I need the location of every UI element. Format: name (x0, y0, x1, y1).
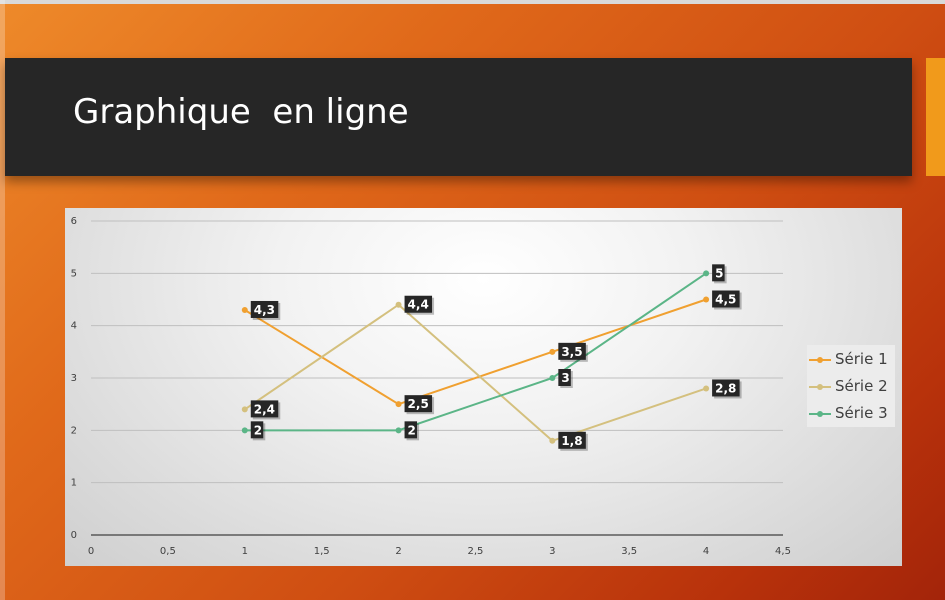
data-label: 4,3 (254, 303, 275, 317)
data-label: 2 (408, 423, 416, 437)
accent-block (926, 58, 945, 176)
data-point[interactable] (549, 375, 556, 381)
legend-label-serie-1: Série 1 (835, 350, 888, 368)
y-tick-label: 3 (71, 373, 77, 384)
x-tick-label: 2 (395, 546, 401, 557)
data-label: 5 (715, 266, 723, 280)
data-label-box (250, 300, 279, 318)
x-tick-label: 3,5 (621, 546, 637, 557)
data-label: 1,8 (561, 434, 582, 448)
y-tick-label: 4 (71, 321, 77, 332)
data-label-box (404, 421, 418, 439)
data-label-box (712, 290, 740, 308)
data-label: 3,5 (561, 345, 582, 359)
data-label: 3 (561, 371, 569, 385)
data-label: 2,4 (254, 402, 275, 416)
x-tick-label: 4,5 (775, 546, 791, 557)
x-tick-label: 1 (242, 546, 248, 557)
data-label: 2,8 (715, 381, 736, 395)
data-label-box (558, 342, 586, 360)
x-tick-label: 0,5 (160, 546, 176, 557)
data-point[interactable] (395, 301, 402, 308)
data-point[interactable] (703, 385, 710, 392)
data-label-box (712, 264, 725, 282)
y-tick-label: 6 (71, 216, 77, 227)
data-label-box (558, 431, 586, 449)
y-tick-label: 2 (71, 425, 77, 436)
data-point[interactable] (241, 406, 248, 413)
legend-marker-serie-1 (817, 357, 823, 363)
legend-item-serie-3[interactable]: Série 3 (809, 403, 895, 425)
title-bar: Graphique en ligne (5, 58, 912, 176)
x-tick-label: 3 (549, 546, 555, 557)
data-label: 2 (254, 423, 262, 437)
data-label-box (404, 295, 433, 313)
x-tick-label: 4 (703, 546, 709, 557)
slide-top-edge (0, 0, 945, 4)
data-label-box (558, 369, 571, 386)
data-label-box (250, 400, 279, 418)
legend-marker-serie-3 (817, 411, 823, 417)
data-point[interactable] (549, 348, 556, 355)
y-tick-label: 1 (71, 478, 77, 489)
legend-label-serie-3: Série 3 (835, 404, 888, 422)
data-point[interactable] (241, 427, 248, 434)
data-label: 4,5 (715, 293, 736, 307)
data-point[interactable] (703, 270, 710, 277)
series-line-2[interactable] (244, 303, 707, 442)
data-point[interactable] (703, 296, 710, 303)
legend-marker-serie-2 (817, 384, 823, 390)
y-tick-label: 0 (71, 530, 77, 541)
legend-item-serie-1[interactable]: Série 1 (809, 349, 895, 371)
data-label-box (712, 379, 740, 397)
data-label: 4,4 (408, 298, 429, 312)
data-point[interactable] (395, 427, 402, 434)
series-line-3[interactable] (244, 272, 707, 432)
slide-title[interactable]: Graphique en ligne (73, 92, 409, 132)
line-chart: 0 1 2 3 4 5 6 0 0,5 1 1,5 2 2,5 3 3,5 4 4,5 4,3 2,5 3,5 4,5… (71, 216, 791, 557)
data-label-box (250, 421, 264, 439)
chart-legend[interactable]: Série 1 Série 2 Série 3 (807, 345, 895, 427)
data-label: 2,5 (408, 397, 429, 411)
legend-item-serie-2[interactable]: Série 2 (809, 376, 895, 398)
data-point[interactable] (395, 401, 402, 408)
legend-label-serie-2: Série 2 (835, 377, 888, 395)
x-tick-label: 1,5 (314, 546, 330, 557)
data-point[interactable] (549, 437, 556, 444)
x-tick-label: 0 (88, 546, 94, 557)
slide-left-edge (0, 0, 5, 600)
series-line-1[interactable] (244, 298, 707, 406)
chart-frame[interactable]: 0 1 2 3 4 5 6 0 0,5 1 1,5 2 2,5 3 3,5 4 4,5 4,3 2,5 3,5 4,5… (65, 208, 902, 566)
data-label-box (404, 395, 433, 413)
data-point[interactable] (241, 306, 248, 313)
y-tick-label: 5 (71, 268, 77, 279)
x-tick-label: 2,5 (467, 546, 483, 557)
